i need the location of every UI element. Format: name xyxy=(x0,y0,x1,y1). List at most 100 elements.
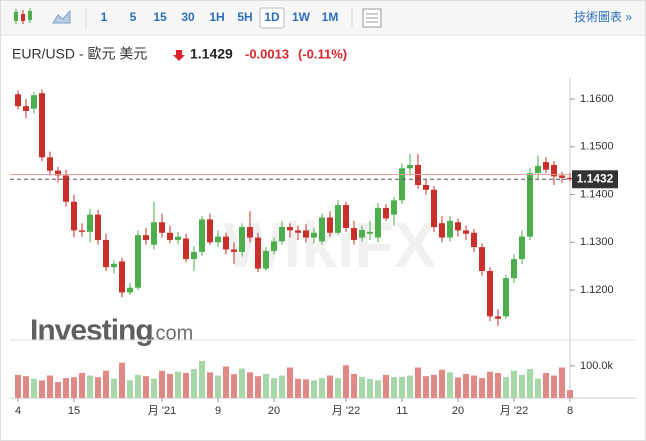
x-tick-label: 20 xyxy=(268,405,280,417)
candle-body xyxy=(311,232,317,238)
interval-button[interactable]: 1H xyxy=(209,10,224,24)
interval-button[interactable]: 1W xyxy=(292,10,311,24)
interval-button[interactable]: 1D xyxy=(264,10,280,24)
indicator-icon[interactable] xyxy=(362,8,382,28)
volume-bar xyxy=(351,373,357,398)
volume-bar xyxy=(479,378,485,398)
y-tick-label: 1.1600 xyxy=(580,93,614,105)
volume-bar xyxy=(551,375,557,398)
instrument-title: EUR/USD - 歐元 美元 xyxy=(12,46,147,62)
candle-body xyxy=(471,232,477,248)
candle-body xyxy=(119,261,125,293)
volume-bar xyxy=(175,371,181,398)
candle-body xyxy=(391,200,397,215)
volume-bar xyxy=(335,378,341,398)
candle-body xyxy=(527,173,533,237)
candle-body xyxy=(199,219,205,252)
interval-button[interactable]: 5H xyxy=(237,10,252,24)
volume-bar xyxy=(15,374,21,398)
candle-body xyxy=(159,222,165,233)
volume-bar xyxy=(287,367,293,398)
candle-body xyxy=(359,229,365,238)
x-tick-label: 月 '21 xyxy=(148,405,176,417)
candle-body xyxy=(207,219,213,243)
volume-bar xyxy=(559,367,565,398)
volume-bar xyxy=(31,378,37,398)
down-arrow xyxy=(173,50,185,61)
interval-button[interactable]: 1M xyxy=(322,10,339,24)
x-tick-label: 9 xyxy=(215,405,221,417)
y-tick-label: 1.1200 xyxy=(580,284,614,296)
price: 1.1429 xyxy=(190,46,233,62)
volume-bar xyxy=(295,378,301,398)
y-tick-label: 1.1500 xyxy=(580,141,614,153)
candle-body xyxy=(439,223,445,238)
candle-body xyxy=(383,207,389,219)
volume-bar xyxy=(327,375,333,398)
candle-body xyxy=(79,230,85,232)
volume-bar xyxy=(79,372,85,398)
candle-body xyxy=(215,236,221,243)
volume-bar xyxy=(407,375,413,398)
volume-bar xyxy=(503,377,509,398)
candle-body xyxy=(551,164,557,177)
technical-chart-link[interactable]: 技術圖表 » xyxy=(574,10,632,24)
x-tick-label: 8 xyxy=(567,405,573,417)
volume-bar xyxy=(119,362,125,398)
interval-button[interactable]: 30 xyxy=(181,10,195,24)
volume-bar xyxy=(519,374,525,398)
watermark-suffix: .com xyxy=(150,322,193,344)
volume-bar xyxy=(47,375,53,398)
volume-bar xyxy=(111,378,117,398)
volume-bar xyxy=(167,373,173,398)
x-tick-label: 4 xyxy=(15,405,21,417)
volume-bar xyxy=(143,376,149,398)
interval-active xyxy=(259,7,285,29)
interval-button[interactable]: 1 xyxy=(101,10,108,24)
x-tick-label: 月 '22 xyxy=(500,405,528,417)
interval-button[interactable]: 15 xyxy=(153,10,167,24)
x-tick-label: 20 xyxy=(452,405,464,417)
volume-bar xyxy=(207,372,213,398)
candle-body xyxy=(103,239,109,268)
volume-bar xyxy=(63,378,69,398)
last-price-box xyxy=(572,170,618,189)
volume-bar xyxy=(223,366,229,398)
candle-body xyxy=(15,94,21,107)
candle-icon[interactable] xyxy=(14,8,32,24)
volume-bar xyxy=(87,375,93,398)
volume-bar xyxy=(511,370,517,398)
volume-bar xyxy=(183,372,189,398)
volume-bar xyxy=(431,374,437,398)
candle-body xyxy=(111,263,117,268)
candle-body xyxy=(247,227,253,238)
candle-body xyxy=(279,227,285,242)
candle-body xyxy=(127,287,133,293)
volume-bar xyxy=(439,369,445,398)
volume-bar xyxy=(359,376,365,398)
candle-body xyxy=(47,157,53,171)
volume-bar xyxy=(527,369,533,398)
candle-body xyxy=(231,249,237,252)
candle-body xyxy=(271,241,277,251)
y-tick-label: 1.1300 xyxy=(580,236,614,248)
area-icon[interactable] xyxy=(52,9,71,24)
candle-body xyxy=(287,227,293,231)
candle-body xyxy=(503,278,509,317)
candle-body xyxy=(519,236,525,260)
volume-bar xyxy=(71,377,77,398)
candle-body xyxy=(143,235,149,240)
candle-body xyxy=(223,236,229,250)
change-pct: (-0.11%) xyxy=(298,46,347,61)
candle-body xyxy=(303,230,309,238)
volume-bar xyxy=(103,370,109,398)
candle-body xyxy=(23,106,29,111)
candle-body xyxy=(95,214,101,240)
volume-bar xyxy=(263,373,269,398)
candle-body xyxy=(87,214,93,232)
interval-button[interactable]: 5 xyxy=(130,10,137,24)
volume-bar xyxy=(159,370,165,398)
volume-bar xyxy=(535,378,541,398)
candle-body xyxy=(399,168,405,201)
